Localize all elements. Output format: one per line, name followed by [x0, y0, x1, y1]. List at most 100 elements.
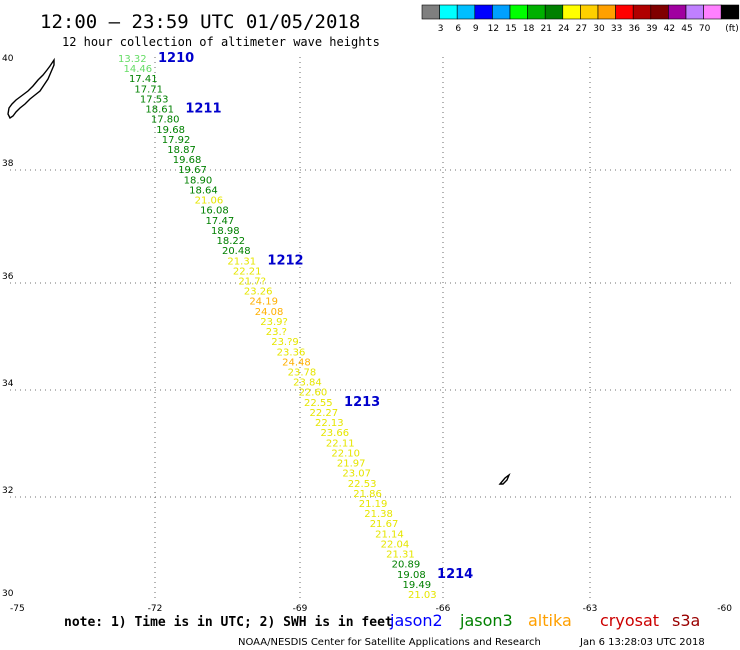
wave-height-label: 22.10 — [331, 448, 360, 459]
wave-height-label: 23.84 — [293, 378, 322, 389]
legend-tick-label: 24 — [558, 24, 570, 34]
footer-note: note: 1) Time is in UTC; 2) SWH is in fe… — [64, 615, 393, 630]
legend-swatch — [580, 4, 599, 20]
wave-height-label: 24.08 — [255, 307, 284, 318]
wave-height-label: 24.19 — [249, 297, 278, 308]
wave-height-label: 18.87 — [167, 145, 196, 156]
wave-height-label: 17.80 — [151, 115, 180, 126]
legend-swatch — [544, 4, 564, 20]
map-subtitle: 12 hour collection of altimeter wave hei… — [62, 35, 380, 49]
satellite-track: 13.3214.4617.4117.7117.5318.6117.8019.68… — [118, 54, 437, 601]
satellite-name: altika — [528, 611, 572, 630]
wave-height-label: 19.67 — [178, 165, 207, 176]
wave-height-label: 21.31 — [227, 256, 256, 267]
wave-height-label: 22.60 — [299, 388, 328, 399]
wave-height-label: 17.53 — [140, 94, 169, 105]
wave-height-label: 17.92 — [162, 135, 191, 146]
legend-tick-label: 33 — [611, 24, 622, 34]
footer-credit: NOAA/NESDIS Center for Satellite Applica… — [238, 637, 541, 648]
wave-height-label: 23.07 — [342, 469, 371, 480]
legend-swatch — [456, 4, 476, 20]
satellite-name: jason2 — [389, 611, 443, 630]
wave-height-label: 22.11 — [326, 438, 355, 449]
legend-tick-label: 42 — [664, 24, 675, 34]
legend-tick-label: 36 — [628, 24, 640, 34]
wave-height-label: 22.13 — [315, 418, 344, 429]
legend-tick-label: 27 — [576, 24, 587, 34]
wave-height-label: 23.? — [266, 327, 287, 338]
wave-height-label: 23.?9 — [271, 337, 299, 348]
lat-tick-label: 32 — [2, 486, 13, 496]
color-legend: 3 6 9 12 15 18 21 24 27 30 33 36 39 42 45 70 (ft) — [421, 4, 740, 34]
lon-tick-label: -75 — [10, 604, 25, 614]
wave-height-label: 23.78 — [288, 368, 317, 379]
lon-tick-label: -63 — [583, 604, 598, 614]
wave-height-label: 16.08 — [200, 206, 229, 217]
satellite-legend: jason2 jason3 altika cryosat s3a — [389, 611, 700, 630]
time-marker-label: 1214 — [437, 567, 473, 582]
lat-tick-label: 38 — [2, 159, 14, 169]
legend-swatch — [632, 4, 652, 20]
legend-swatch — [562, 4, 581, 20]
legend-swatch — [421, 4, 440, 20]
legend-swatch — [474, 4, 493, 20]
wave-height-label: 22.27 — [310, 408, 339, 419]
wave-height-label: 18.90 — [184, 175, 213, 186]
legend-tick-label: 39 — [646, 24, 658, 34]
coastline — [7, 57, 511, 485]
legend-tick-label: 6 — [455, 24, 461, 34]
wave-height-label: 23.36 — [277, 347, 306, 358]
wave-height-label: 14.46 — [123, 64, 152, 75]
legend-tick-label: 3 — [438, 24, 444, 34]
legend-tick-label: 30 — [593, 24, 605, 34]
wave-height-label: 21.97 — [337, 459, 366, 470]
wave-height-label: 21.67 — [370, 519, 399, 530]
wave-height-label: 21.7? — [238, 276, 266, 287]
lon-tick-label: -60 — [717, 604, 732, 614]
wave-height-label: 21.31 — [386, 550, 415, 561]
legend-tick-label: 70 — [699, 24, 711, 34]
wave-height-label: 18.64 — [189, 185, 218, 196]
map-grid: 40 38 36 34 32 30 -75 -72 -69 -66 -63 -60 — [2, 54, 732, 614]
wave-height-label: 17.47 — [206, 216, 235, 227]
satellite-name: cryosat — [600, 611, 659, 630]
wave-height-label: 22.21 — [233, 266, 262, 277]
wave-height-label: 22.04 — [381, 539, 410, 550]
legend-tick-label: 18 — [523, 24, 535, 34]
legend-tick-label: 45 — [681, 24, 692, 34]
lon-tick-label: -69 — [293, 604, 308, 614]
legend-swatch — [720, 4, 740, 20]
wave-height-label: 21.06 — [195, 196, 224, 207]
legend-swatch — [492, 4, 511, 20]
legend-swatch — [615, 4, 634, 20]
time-markers: 1210 1211 1212 1213 1214 — [158, 51, 473, 582]
wave-height-label: 19.08 — [397, 570, 426, 581]
lon-tick-label: -72 — [148, 604, 163, 614]
lat-tick-label: 40 — [2, 54, 14, 64]
footer-timestamp: Jan 6 13:28:03 UTC 2018 — [579, 637, 705, 648]
wave-height-label: 22.53 — [348, 479, 377, 490]
wave-height-label: 23.66 — [320, 428, 349, 439]
wave-height-label: 18.98 — [211, 226, 240, 237]
legend-swatch — [650, 4, 669, 20]
legend-tick-label: 15 — [505, 24, 516, 34]
wave-height-label: 20.48 — [222, 246, 251, 257]
lon-tick-label: -66 — [436, 604, 451, 614]
lat-tick-label: 36 — [2, 272, 14, 282]
map-title: 12:00 – 23:59 UTC 01/05/2018 — [40, 11, 360, 33]
wave-height-label: 19.49 — [403, 580, 432, 591]
time-marker-label: 1212 — [267, 253, 303, 268]
satellite-name: jason3 — [459, 611, 513, 630]
cape-cod-coastline — [7, 57, 55, 120]
wave-height-label: 22.55 — [304, 398, 333, 409]
time-marker-label: 1211 — [185, 102, 221, 117]
legend-swatch — [527, 4, 546, 20]
wave-height-label: 21.14 — [375, 529, 404, 540]
lat-tick-label: 34 — [2, 379, 14, 389]
time-marker-label: 1210 — [158, 51, 194, 66]
satellite-name: s3a — [672, 611, 700, 630]
wave-height-label: 21.03 — [408, 590, 437, 601]
lat-tick-label: 30 — [2, 589, 14, 599]
